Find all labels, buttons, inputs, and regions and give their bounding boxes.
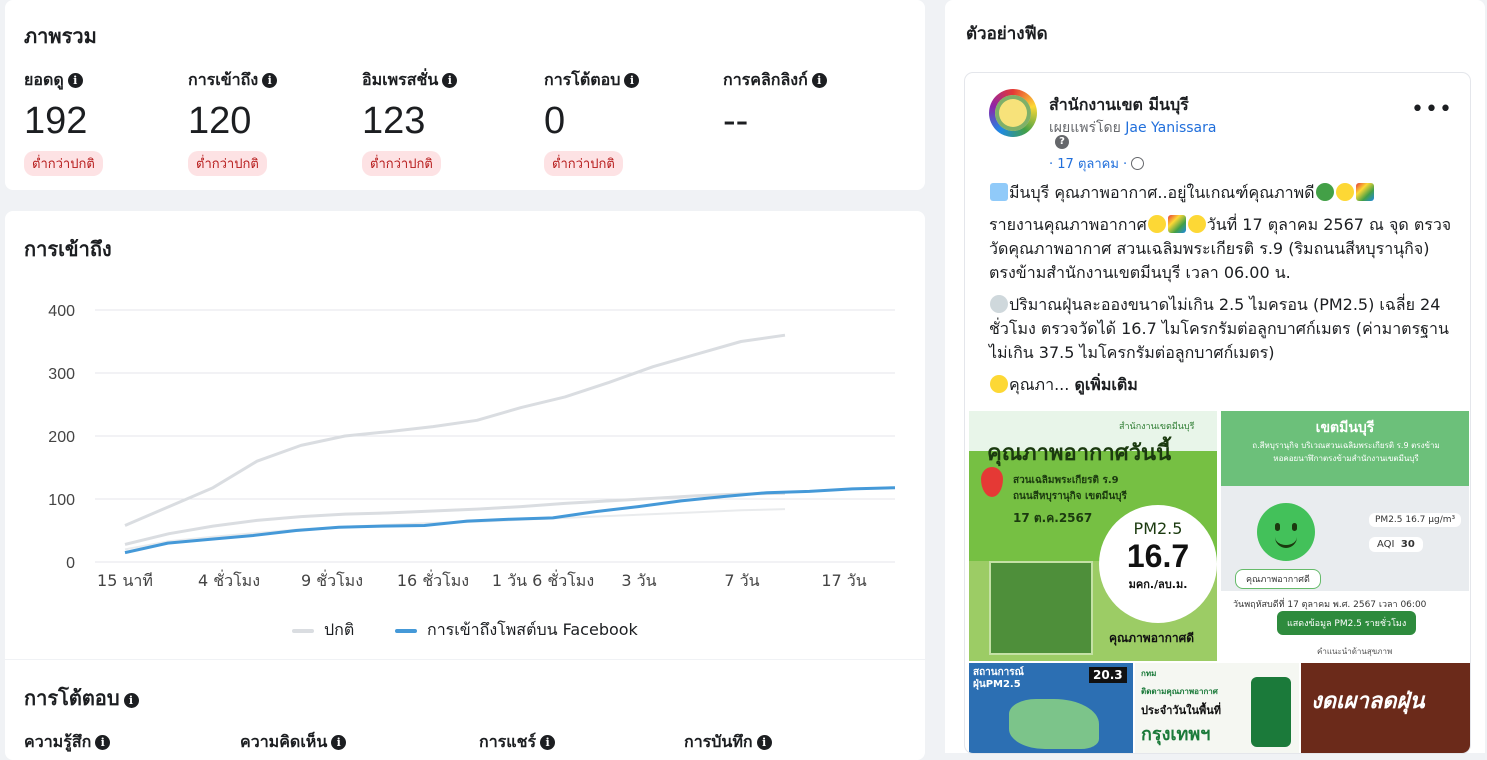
reach-chart: 0 100 200 300 400 15 นาที 4 ชั่วโมง 9 ชั่วโมง 16…	[48, 303, 896, 590]
post-image-district-report[interactable]: เขตมีนบุรี ถ.สีหบุรานุกิจ บริเวณสวนเฉลิม…	[1221, 411, 1469, 661]
status-badge: ต่ำกว่าปกติ	[362, 151, 441, 176]
x-tick-label: 1 วัน 6 ชั่วโมง	[492, 569, 594, 590]
metric-label: การเข้าถึง	[188, 70, 259, 89]
publisher-link[interactable]: Jae Yanissara	[1125, 120, 1217, 136]
info-icon[interactable]: i	[442, 73, 458, 88]
metric-value: 123	[362, 100, 426, 142]
metric-interactions: การโต้ตอบ i 0 ต่ำกว่าปกติ	[544, 68, 640, 176]
globe-icon	[1131, 157, 1145, 170]
smile-emoji-icon	[1187, 215, 1206, 233]
normal-band-upper-line	[124, 333, 786, 527]
legend-facebook[interactable]: การเข้าถึงโพสต์บน Facebook	[395, 618, 638, 643]
info-icon[interactable]: i	[624, 73, 640, 88]
info-icon[interactable]: i	[95, 735, 111, 750]
phone-illustration	[1251, 677, 1291, 747]
status-badge: ต่ำกว่าปกติ	[24, 151, 103, 176]
page-avatar[interactable]	[989, 89, 1037, 137]
metric-link-clicks: การคลิกลิงก์ i --	[723, 68, 827, 143]
reach-title: การเข้าถึง	[24, 237, 112, 261]
y-tick-label: 400	[48, 303, 75, 320]
legend-normal[interactable]: ปกติ	[292, 618, 354, 643]
comments-label: ความคิดเห็น i	[240, 730, 347, 755]
y-tick-label: 100	[48, 492, 75, 509]
building-illustration	[989, 561, 1093, 655]
rainbow-emoji-icon	[1167, 215, 1186, 233]
metric-label: ยอดดู	[24, 70, 64, 89]
metric-impressions: อิมเพรสชั่น i 123 ต่ำกว่าปกติ	[362, 68, 458, 176]
post-date[interactable]: · 17 ตุลาคม ·	[1049, 153, 1145, 174]
post-image-air-quality[interactable]: สำนักงานเขตมีนบุรี คุณภาพอากาศวันนี้ สวน…	[969, 411, 1217, 661]
page-name[interactable]: สำนักงานเขต มีนบุรี	[1049, 95, 1189, 114]
rainbow-emoji-icon	[1355, 183, 1374, 201]
x-tick-label: 7 วัน	[724, 571, 759, 590]
published-by: เผยแพร่โดย Jae Yanissara	[1049, 120, 1217, 136]
info-icon[interactable]: i	[811, 73, 827, 88]
more-options-icon[interactable]: •••	[1411, 97, 1453, 122]
post-line-1: มีนบุรี คุณภาพอากาศ..อยู่ในเกณฑ์คุณภาพดี	[989, 181, 1459, 205]
smile-face-icon	[1257, 503, 1315, 561]
feed-post: สำนักงานเขต มีนบุรี เผยแพร่โดย Jae Yanis…	[965, 73, 1470, 753]
metric-reach: การเข้าถึง i 120 ต่ำกว่าปกติ	[188, 68, 278, 176]
metric-label: อิมเพรสชั่น	[362, 70, 439, 89]
info-icon[interactable]: i	[331, 735, 347, 750]
feed-preview-title: ตัวอย่างฟีด	[966, 24, 1048, 44]
post-line-3: ปริมาณฝุ่นละอองขนาดไม่เกิน 2.5 ไมครอน (P…	[989, 295, 1449, 362]
normal-band-lower-line	[124, 508, 786, 551]
y-tick-label: 200	[48, 429, 75, 446]
map-illustration	[1009, 699, 1099, 749]
metric-value: 120	[188, 100, 252, 142]
hourly-pm-button: แสดงข้อมูล PM2.5 รายชั่วโมง	[1277, 611, 1417, 635]
x-tick-label: 17 วัน	[821, 571, 866, 590]
info-icon[interactable]: i	[756, 735, 772, 750]
location-pin-icon	[981, 467, 1003, 497]
metric-value: --	[723, 100, 749, 142]
facebook-reach-line	[124, 486, 896, 555]
legend-swatch	[292, 628, 314, 633]
normal-median-line	[124, 491, 786, 546]
info-icon[interactable]: i	[123, 693, 139, 708]
metric-label: การโต้ตอบ	[544, 70, 621, 89]
metric-value: 0	[544, 100, 566, 142]
shares-label: การแชร์ i	[479, 730, 556, 755]
post-image-no-burning[interactable]: งดเผาลดฝุ่น	[1301, 663, 1470, 753]
status-badge: ต่ำกว่าปกติ	[188, 151, 267, 176]
see-more-link[interactable]: ดูเพิ่มเติม	[1074, 375, 1138, 394]
smile-emoji-icon	[1335, 183, 1354, 201]
post-image-bangkok-air[interactable]: กทม ติดตามคุณภาพอากาศ ประจำวันในพื้นที่ …	[1135, 663, 1299, 753]
info-icon[interactable]: i	[67, 73, 83, 88]
interactions-card: การโต้ตอบ i	[5, 660, 925, 760]
metric-label: การคลิกลิงก์	[723, 70, 808, 89]
overview-title: ภาพรวม	[24, 24, 97, 48]
metric-views: ยอดดู i 192 ต่ำกว่าปกติ	[24, 68, 103, 176]
reach-card: การเข้าถึง	[5, 211, 925, 659]
post-image-pm-situation[interactable]: สถานการณ์ ฝุ่นPM2.5 20.3	[969, 663, 1133, 753]
x-tick-label: 4 ชั่วโมง	[198, 569, 260, 590]
info-icon[interactable]: i	[540, 735, 556, 750]
overview-card: ภาพรวม ยอดดู i 192 ต่ำกว่าปกติ การเข้าถึง…	[5, 0, 925, 190]
flag-emoji-icon	[990, 183, 1008, 201]
sun-emoji-icon	[1147, 215, 1166, 233]
smile-emoji-icon	[990, 375, 1008, 393]
x-tick-label: 16 ชั่วโมง	[397, 569, 469, 590]
legend-swatch	[395, 628, 417, 633]
help-icon[interactable]: ?	[1055, 135, 1069, 149]
green-circle-icon	[1315, 183, 1334, 201]
post-line-2: รายงานคุณภาพอากาศ วันที่ 17 ตุลาคม 2567 ณ…	[989, 215, 1452, 282]
status-badge: ต่ำกว่าปกติ	[544, 151, 623, 176]
pm-gauge: PM2.5 16.7 มคก./ลบ.ม.	[1099, 505, 1217, 623]
legend-label: การเข้าถึงโพสต์บน Facebook	[427, 620, 638, 639]
info-icon[interactable]: i	[262, 73, 278, 88]
fog-emoji-icon	[990, 295, 1008, 313]
y-tick-label: 0	[66, 555, 75, 572]
saves-label: การบันทึก i	[684, 730, 772, 755]
legend-label: ปกติ	[324, 620, 355, 639]
y-tick-label: 300	[48, 366, 75, 383]
x-tick-label: 9 ชั่วโมง	[301, 569, 363, 590]
x-tick-label: 3 วัน	[621, 571, 656, 590]
reactions-label: ความรู้สึก i	[24, 730, 111, 755]
post-line-4: คุณภา... ดูเพิ่มเติม	[989, 373, 1459, 397]
x-tick-label: 15 นาที	[97, 571, 153, 590]
interactions-title: การโต้ตอบ i	[24, 682, 139, 714]
metric-value: 192	[24, 100, 88, 142]
